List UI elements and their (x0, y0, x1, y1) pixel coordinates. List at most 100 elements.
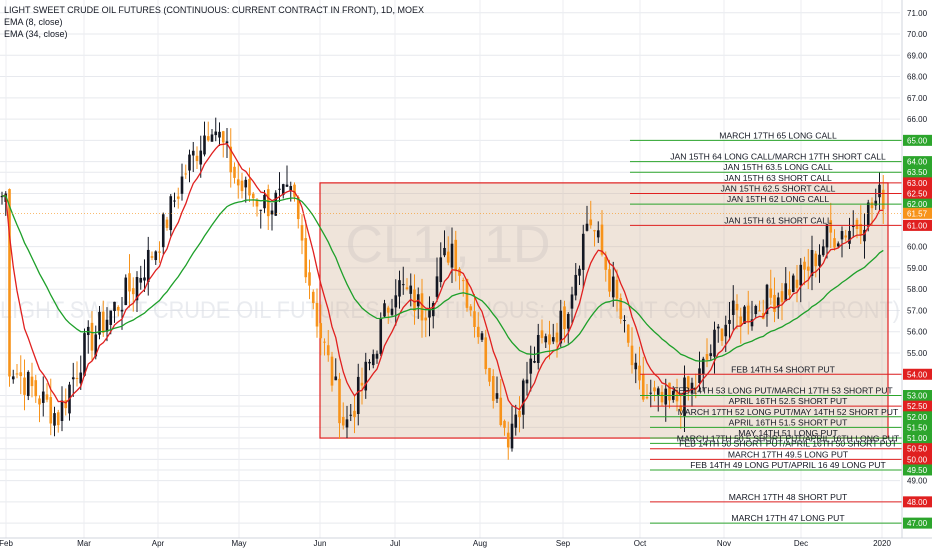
candle-body (499, 397, 503, 426)
candle-body (623, 320, 626, 322)
y-tick-badge (903, 432, 932, 444)
candle-body (341, 416, 345, 426)
candle-body (555, 332, 559, 343)
y-tick-label: 58.00 (907, 285, 928, 294)
candle-body (743, 306, 746, 324)
candle-body (443, 247, 446, 256)
candle-body (229, 146, 233, 173)
candle-body (874, 200, 878, 206)
candle-body (675, 391, 679, 402)
y-tick-label: 52.00 (907, 413, 928, 422)
candle-body (240, 180, 244, 192)
y-tick-label: 69.00 (907, 51, 928, 60)
candle-body (716, 326, 720, 329)
candle-body (420, 293, 424, 321)
candle-body (679, 405, 683, 411)
candle-body (83, 333, 86, 376)
y-tick-badge (903, 517, 932, 529)
legend: LIGHT SWEET CRUDE OIL FUTURES (CONTINUOU… (4, 4, 424, 40)
candle-body (844, 235, 848, 238)
candle-body (548, 334, 551, 345)
level-label: APRIL 16TH 52.5 SHORT PUT (729, 396, 849, 406)
candle-body (698, 368, 701, 383)
candle-body (289, 186, 293, 191)
candle-body (720, 328, 724, 341)
candle-body (649, 392, 653, 394)
y-tick-label: 52.50 (907, 402, 928, 411)
candle-body (435, 276, 439, 297)
candle-body (638, 365, 641, 381)
x-tick-label: Aug (473, 539, 487, 548)
candle-body (491, 376, 495, 401)
candle-body (788, 289, 791, 296)
y-tick-label: 61.00 (907, 221, 928, 230)
candle-body (8, 189, 11, 377)
candle-body (281, 184, 285, 196)
candle-body (263, 194, 266, 209)
x-tick-label: Sep (556, 539, 571, 548)
y-tick-label: 57.00 (907, 306, 928, 315)
x-tick-label: Mar (77, 539, 91, 548)
candle-body (450, 243, 454, 268)
candle-body (728, 319, 731, 324)
y-tick-label: 54.00 (907, 370, 928, 379)
candle-body (769, 288, 773, 298)
y-tick-badge (903, 219, 932, 231)
candle-body (855, 219, 859, 229)
candle-body (405, 287, 409, 290)
ema-slow-line (1, 195, 884, 362)
candle-body (105, 319, 109, 332)
candle-body (630, 345, 634, 366)
candle-body (458, 268, 461, 276)
candle-body (30, 376, 34, 387)
y-tick-label: 59.00 (907, 264, 928, 273)
candle-body (476, 326, 480, 338)
candle-body (334, 376, 338, 381)
candle-body (349, 414, 353, 416)
candle-body (724, 324, 728, 337)
y-tick-label: 62.00 (907, 200, 928, 209)
level-label: APRIL 16TH 51.5 SHORT PUT (729, 417, 849, 427)
candle-body (154, 251, 158, 261)
candle-body (19, 372, 23, 377)
ema-lines (1, 142, 884, 411)
candle-body (101, 311, 105, 333)
candle-body (574, 274, 578, 296)
candle-body (578, 268, 581, 276)
candle-body (686, 376, 690, 389)
candle-body (308, 272, 311, 286)
candle-body (806, 266, 810, 271)
candle-body (581, 233, 585, 270)
y-tick-label: 63.00 (907, 179, 928, 188)
candle-body (518, 410, 521, 418)
candle-body (191, 150, 195, 156)
candle-body (495, 393, 499, 399)
candle-body (184, 173, 188, 175)
candle-body (109, 310, 113, 325)
y-tick-label: 67.00 (907, 94, 928, 103)
candle-body (304, 238, 308, 278)
candle-body (15, 373, 19, 375)
candle-body (664, 388, 668, 405)
candle-body (833, 238, 836, 248)
candle-body (23, 377, 26, 395)
candle-body (398, 280, 401, 297)
y-tick-label: 65.00 (907, 136, 928, 145)
candle-body (409, 285, 413, 294)
candle-body (248, 178, 251, 196)
level-label: JAN 15TH 62 LONG CALL (727, 194, 829, 204)
candle-body (364, 361, 368, 391)
candle-body (653, 387, 656, 392)
candle-body (79, 372, 83, 384)
y-tick-badge (903, 134, 932, 146)
candle-body (540, 330, 544, 338)
candle-body (285, 184, 289, 187)
x-tick-label: Dec (794, 539, 808, 548)
candle-body (645, 396, 649, 399)
candle-body (746, 305, 750, 323)
candle-body (356, 376, 360, 414)
candle-body (506, 432, 510, 448)
candle-body (296, 197, 300, 220)
